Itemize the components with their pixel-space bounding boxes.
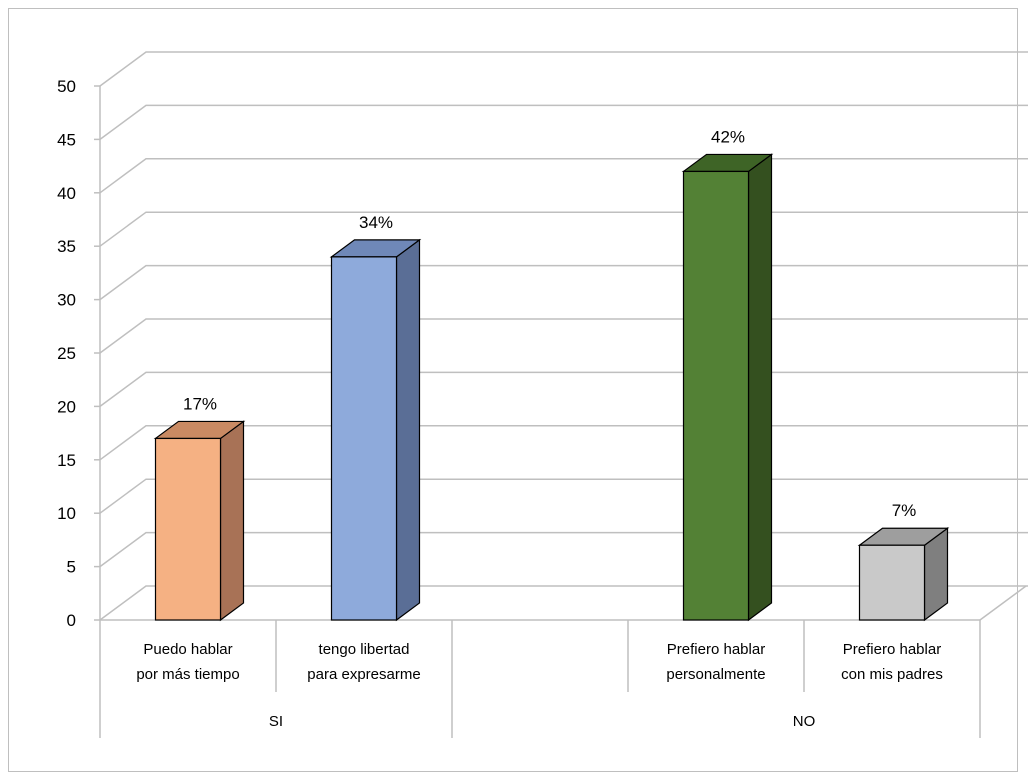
y-tick-label: 50 — [57, 77, 76, 96]
data-label: 42% — [711, 127, 745, 146]
gridline — [99, 211, 1028, 247]
y-tick-label: 0 — [67, 611, 76, 630]
y-tick-label: 20 — [57, 397, 76, 416]
x-tick-label: Prefiero hablar — [667, 641, 765, 658]
y-tick-label: 25 — [57, 344, 76, 363]
y-tick-label: 40 — [57, 184, 76, 203]
data-label: 34% — [359, 213, 393, 232]
y-tick-label: 15 — [57, 451, 76, 470]
y-tick-label: 35 — [57, 237, 76, 256]
y-tick-label: 10 — [57, 504, 76, 523]
y-tick-label: 45 — [57, 130, 76, 149]
gridline — [99, 371, 1028, 408]
y-tick-label: 5 — [67, 558, 76, 577]
x-tick-label: por más tiempo — [136, 666, 239, 683]
x-tick-label: tengo libertad — [319, 641, 410, 658]
bar-side — [395, 238, 421, 622]
gridline — [99, 104, 1028, 141]
x-tick-label: Puedo hablar — [143, 641, 232, 658]
gridline — [99, 51, 1028, 87]
x-tick-label: con mis padres — [841, 666, 943, 683]
gridline — [99, 264, 1028, 301]
gridline — [99, 318, 1028, 354]
bar — [330, 256, 398, 621]
x-tick-label: personalmente — [666, 666, 765, 683]
bar — [154, 437, 222, 621]
bar — [682, 170, 750, 621]
bar-side — [747, 153, 773, 622]
floor-edge — [979, 585, 1027, 621]
y-tick-label: 30 — [57, 291, 76, 310]
bar — [858, 544, 926, 621]
data-label: 7% — [892, 501, 917, 520]
x-tick-label: Prefiero hablar — [843, 641, 941, 658]
chart-frame — [8, 8, 1018, 772]
bar-side — [219, 420, 245, 622]
gridline — [99, 158, 1028, 194]
group-label: SI — [269, 713, 283, 730]
data-label: 17% — [183, 394, 217, 413]
group-label: NO — [793, 713, 816, 730]
x-tick-label: para expresarme — [307, 666, 420, 683]
